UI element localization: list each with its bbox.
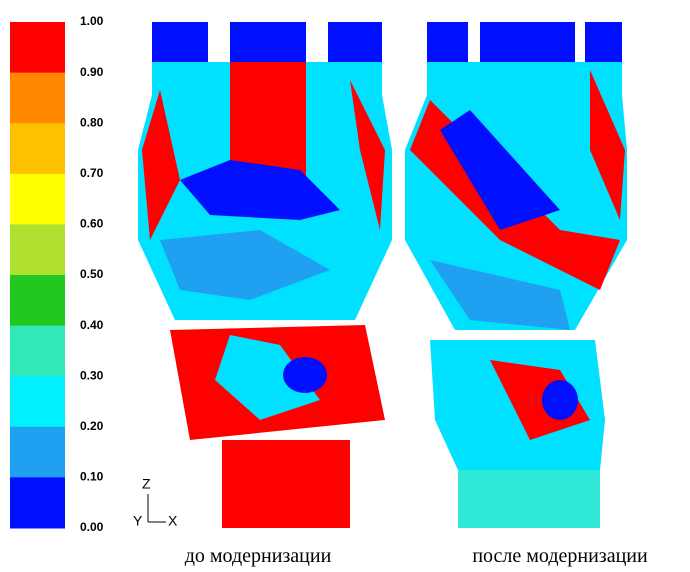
colorbar-band — [10, 427, 65, 478]
colorbar-tick-label: 0.80 — [80, 115, 104, 129]
caption: после модернизации — [472, 545, 648, 567]
axis-z: Z — [142, 476, 151, 492]
axis-triad: Z Y X — [133, 476, 178, 529]
colorbar-tick-label: 0.50 — [80, 267, 104, 281]
colorbar-band — [10, 224, 65, 275]
figure: 1.00 0.90 0.80 0.70 0.60 0.50 0.40 0.30 0.20 0.10… — [0, 0, 690, 572]
colorbar-band — [10, 477, 65, 528]
colorbar-tick-label: 0.00 — [80, 520, 104, 534]
colorbar-tick-label: 0.90 — [80, 65, 104, 79]
colorbar-tick-label: 0.20 — [80, 419, 104, 433]
axis-y: Y — [133, 513, 143, 529]
colorbar-band — [10, 73, 65, 124]
contour-before — [138, 22, 392, 528]
colorbar-band — [10, 376, 65, 427]
colorbar-tick-label: 0.40 — [80, 318, 104, 332]
contour-after — [405, 22, 627, 528]
colorbar-band — [10, 275, 65, 326]
colorbar-tick-label: 0.10 — [80, 470, 104, 484]
colorbar-tick-label: 0.30 — [80, 368, 104, 382]
colorbar-band — [10, 123, 65, 174]
colorbar-band — [10, 326, 65, 377]
colorbar-tick-label: 0.70 — [80, 166, 104, 180]
colorbar: 1.00 0.90 0.80 0.70 0.60 0.50 0.40 0.30 0.20 0.10… — [10, 14, 104, 534]
colorbar-tick-label: 0.60 — [80, 217, 104, 231]
colorbar-tick-label: 1.00 — [80, 14, 104, 28]
caption: до модернизации — [185, 545, 332, 567]
axis-x: X — [168, 513, 178, 529]
colorbar-band — [10, 174, 65, 225]
colorbar-band — [10, 22, 65, 73]
